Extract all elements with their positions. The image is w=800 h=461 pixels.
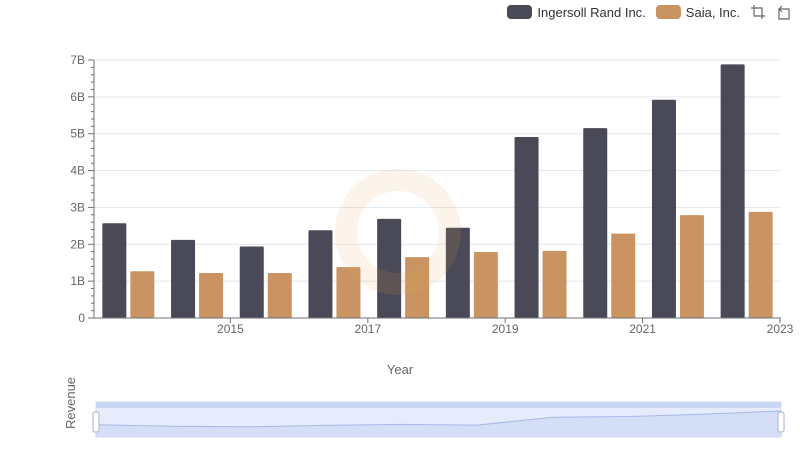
x-tick-label: 2019 [492, 322, 519, 336]
bar-saia-2016[interactable] [267, 273, 292, 318]
x-tick-label: 2015 [217, 322, 244, 336]
legend-item-ingersoll[interactable]: Ingersoll Rand Inc. [507, 4, 646, 20]
bar-saia-2015[interactable] [199, 273, 224, 318]
bar-saia-2018[interactable] [405, 257, 430, 318]
y-tick-label: 1B [70, 274, 85, 288]
watermark-ring [335, 169, 461, 295]
bar-saia-2022[interactable] [679, 215, 704, 318]
x-tick-label: 2017 [354, 322, 381, 336]
grid-lines [94, 59, 781, 282]
bar-ingersoll-2022[interactable] [651, 99, 676, 318]
bar-saia-2021[interactable] [611, 233, 636, 318]
bar-ingersoll-2021[interactable] [583, 128, 608, 318]
y-tick-label: 6B [70, 90, 85, 104]
zoom-handle-start[interactable] [92, 411, 100, 433]
y-tick-label: 3B [70, 200, 85, 214]
bar-saia-2019[interactable] [473, 252, 498, 318]
x-axis-title: Year [386, 362, 414, 377]
x-axis: 2015 2017 2019 2021 2023 [94, 317, 794, 336]
x-tick-label: 2023 [767, 322, 794, 336]
legend-label-saia: Saia, Inc. [685, 4, 740, 20]
y-tick-label: 5B [70, 127, 85, 141]
bar-ingersoll-2016[interactable] [239, 246, 264, 318]
zoom-move-handle[interactable] [96, 402, 781, 408]
bar-saia-2014[interactable] [130, 271, 155, 318]
bar-ingersoll-2014[interactable] [102, 223, 127, 318]
y-axis-title-wrap: Revenue [30, 215, 78, 429]
zoom-preview-area [96, 411, 781, 437]
legend-swatch-ingersoll [507, 5, 533, 19]
y-axis: 0 1B 2B 3B 4B 5B 6B 7B [70, 53, 95, 325]
bar-ingersoll-2017[interactable] [308, 230, 333, 318]
bar-saia-2023[interactable] [748, 211, 773, 318]
bar-ingersoll-2020[interactable] [514, 137, 539, 318]
legend-swatch-saia [655, 5, 681, 19]
zoom-handle-end[interactable] [777, 411, 785, 433]
zoom-preview-line [95, 410, 782, 428]
y-tick-label: 0 [78, 311, 85, 325]
y-tick-label: 7B [70, 53, 85, 67]
legend-item-saia[interactable]: Saia, Inc. [655, 4, 740, 20]
restore-icon[interactable] [750, 4, 766, 20]
bar-saia-2020[interactable] [542, 250, 567, 318]
bar-ingersoll-2018[interactable] [377, 218, 402, 318]
y-axis-title: Revenue [63, 376, 78, 429]
watermark-logo [335, 169, 461, 295]
y-tick-label: 4B [70, 164, 85, 178]
legend-label-ingersoll: Ingersoll Rand Inc. [537, 4, 646, 20]
bar-ingersoll-2023[interactable] [720, 64, 745, 319]
bar-ingersoll-2019[interactable] [445, 227, 470, 318]
data-zoom-slider [92, 401, 785, 438]
bar-ingersoll-2015[interactable] [171, 239, 196, 318]
bars [102, 64, 773, 319]
legend: Ingersoll Rand Inc. Saia, Inc. [507, 4, 792, 20]
zoom-reset-icon[interactable] [776, 4, 792, 20]
x-tick-label: 2021 [629, 322, 656, 336]
y-tick-label: 2B [70, 237, 85, 251]
bar-saia-2017[interactable] [336, 267, 361, 318]
